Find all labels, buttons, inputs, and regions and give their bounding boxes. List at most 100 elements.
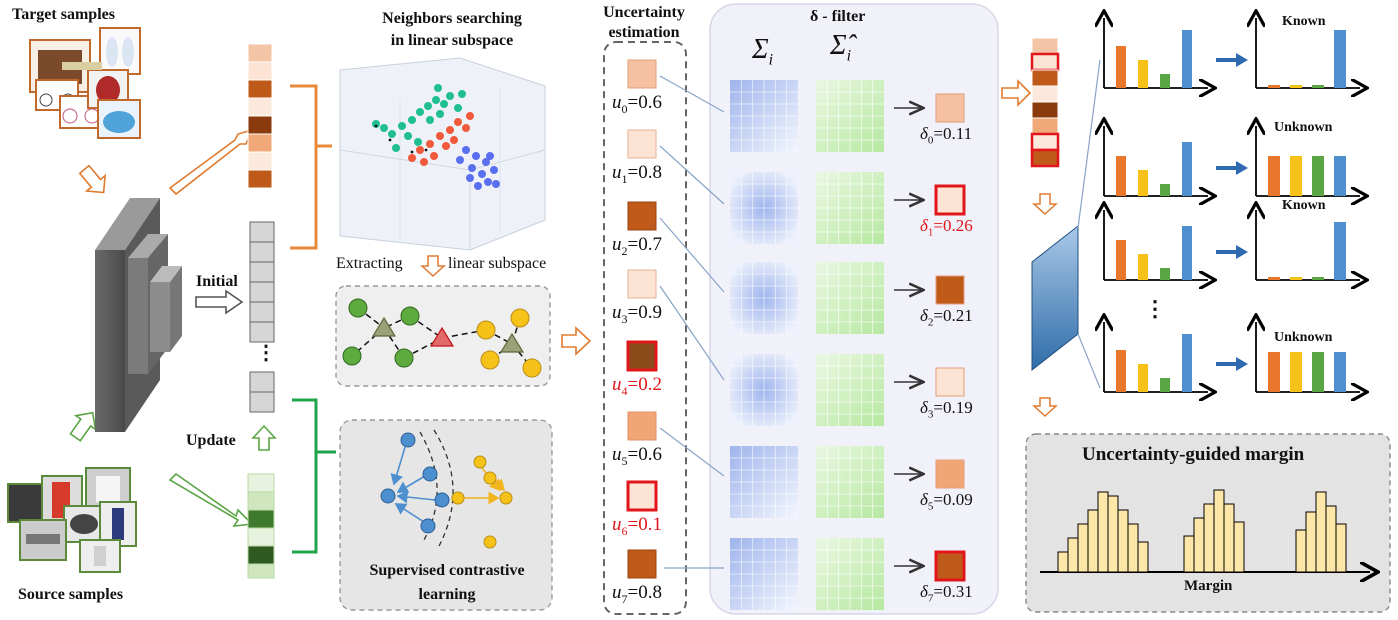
delta-sub: 3 bbox=[927, 408, 934, 421]
update-label: Update bbox=[186, 432, 236, 449]
sigma-sub: i bbox=[768, 51, 774, 69]
delta-symbol: δ bbox=[920, 216, 928, 235]
hist-arrowhead-1 bbox=[1236, 161, 1248, 175]
extracting-label: Extracting bbox=[336, 255, 403, 272]
delta-number: =0.21 bbox=[933, 306, 973, 325]
input-hist-3-bar-0 bbox=[1116, 350, 1126, 392]
initial-arrow bbox=[195, 289, 244, 315]
arrow-to-classifier bbox=[1032, 193, 1058, 216]
delta-value-2: δ2=0.21 bbox=[920, 306, 973, 328]
delta-number: =0.09 bbox=[933, 490, 973, 509]
uncertainty-number: =0.6 bbox=[627, 444, 662, 465]
uncertainty-symbol: u bbox=[612, 444, 622, 465]
delta-sub: 2 bbox=[927, 316, 934, 329]
delta-value-3: δ3=0.19 bbox=[920, 398, 973, 420]
margin-bar-1-2 bbox=[1203, 503, 1215, 573]
green-bracket bbox=[292, 398, 336, 554]
margin-bar-0-1 bbox=[1067, 537, 1079, 573]
input-hist-1-bar-0 bbox=[1116, 156, 1126, 196]
uncertainty-sub: 5 bbox=[621, 453, 628, 468]
uncertainty-title-line1: Uncertainty bbox=[603, 4, 685, 21]
delta-symbol: δ bbox=[920, 398, 928, 417]
input-hist-2-bar-3 bbox=[1182, 226, 1192, 280]
fan-lines bbox=[1077, 59, 1101, 389]
input-hist-1-bar-1 bbox=[1138, 170, 1148, 196]
uncertainty-squares bbox=[626, 59, 658, 579]
unknown-label-1: Unknown bbox=[1274, 120, 1333, 135]
margin-bar-2-2 bbox=[1315, 491, 1327, 573]
output-hist-1-bar-3 bbox=[1334, 156, 1346, 196]
uncertainty-title-line2: estimation bbox=[608, 24, 680, 41]
delta-square-3 bbox=[935, 367, 965, 397]
source-sample-images bbox=[7, 467, 137, 573]
delta-symbol: δ bbox=[920, 490, 928, 509]
uncertainty-number: =0.8 bbox=[627, 582, 662, 603]
margin-bar-1-0 bbox=[1183, 535, 1195, 573]
histogram-ellipsis: ⋮ bbox=[1144, 296, 1166, 321]
filtered-feature-vector bbox=[1030, 37, 1060, 168]
margin-bar-0-4 bbox=[1097, 491, 1109, 573]
hist-arrowhead-0 bbox=[1236, 53, 1248, 67]
output-hist-0-bar-1 bbox=[1290, 85, 1302, 88]
margin-bar-1-1 bbox=[1193, 517, 1205, 573]
margin-axis-label: Margin bbox=[1184, 578, 1233, 594]
output-hist-2-bar-2 bbox=[1312, 277, 1324, 280]
target-sample-images bbox=[29, 27, 141, 139]
output-hist-0-bar-3 bbox=[1334, 30, 1346, 88]
delta-sub: 5 bbox=[927, 500, 934, 513]
source-samples-title: Source samples bbox=[18, 586, 124, 603]
extracting-arrow bbox=[420, 255, 446, 278]
uncertainty-number: =0.8 bbox=[627, 162, 662, 183]
margin-bar-0-2 bbox=[1077, 523, 1089, 573]
delta-sub: 7 bbox=[927, 592, 934, 605]
delta-square-5 bbox=[934, 550, 966, 582]
hist-arrowhead-3 bbox=[1236, 357, 1248, 371]
output-hist-3-bar-0 bbox=[1268, 352, 1280, 392]
input-hist-1-bar-3 bbox=[1182, 142, 1192, 196]
delta-value-4: δ5=0.09 bbox=[920, 490, 973, 512]
connector-lines bbox=[659, 75, 725, 569]
unknown-label-2: Unknown bbox=[1274, 330, 1333, 345]
delta-symbol: δ bbox=[920, 582, 928, 601]
delta-number: =0.31 bbox=[933, 582, 973, 601]
margin-bar-1-5 bbox=[1233, 521, 1245, 573]
arrow-to-target-features bbox=[168, 128, 254, 196]
sigma-hat-sub: i bbox=[846, 47, 852, 65]
margin-bar-2-4 bbox=[1335, 523, 1347, 573]
output-hist-0-bar-0 bbox=[1268, 85, 1280, 88]
delta-sub: 1 bbox=[927, 226, 934, 239]
uncertainty-sub: 0 bbox=[621, 101, 628, 116]
input-hist-0-bar-1 bbox=[1138, 60, 1148, 88]
uncertainty-value-5: u5=0.6 bbox=[612, 444, 662, 469]
contrastive-title-line2: learning bbox=[418, 586, 476, 603]
input-hist-2-bar-0 bbox=[1116, 240, 1126, 280]
delta-square-1 bbox=[934, 184, 966, 216]
neighbors-title-line1: Neighbors searching bbox=[382, 10, 522, 27]
linear-subspace-label: linear subspace bbox=[448, 255, 547, 272]
arrow-target-to-backbone bbox=[78, 164, 107, 194]
graph-box bbox=[335, 285, 551, 387]
delta-square-0 bbox=[935, 93, 965, 123]
memory-ellipsis: ⋮ bbox=[256, 342, 276, 364]
uncertainty-symbol: u bbox=[612, 234, 622, 255]
output-hist-3-bar-1 bbox=[1290, 352, 1302, 392]
margin-title: Uncertainty-guided margin bbox=[1082, 444, 1305, 465]
uncertainty-value-2: u2=0.7 bbox=[612, 234, 662, 259]
input-hist-2-bar-1 bbox=[1138, 254, 1148, 280]
target-image-bottles bbox=[99, 27, 141, 75]
uncertainty-value-3: u3=0.9 bbox=[612, 302, 662, 327]
margin-bars bbox=[1057, 489, 1347, 573]
matrix-rows bbox=[730, 80, 966, 610]
input-hist-3-bar-3 bbox=[1182, 334, 1192, 392]
output-hist-3-bar-2 bbox=[1312, 352, 1324, 392]
input-hist-3-bar-2 bbox=[1160, 378, 1170, 392]
uncertainty-sub: 1 bbox=[621, 171, 628, 186]
arrow-to-margin bbox=[1032, 397, 1058, 418]
output-hist-0-bar-2 bbox=[1312, 85, 1324, 88]
delta-symbol: δ bbox=[920, 306, 928, 325]
uncertainty-symbol: u bbox=[612, 514, 622, 535]
contrastive-box bbox=[339, 419, 553, 611]
arrow-source-to-backbone bbox=[69, 411, 97, 442]
